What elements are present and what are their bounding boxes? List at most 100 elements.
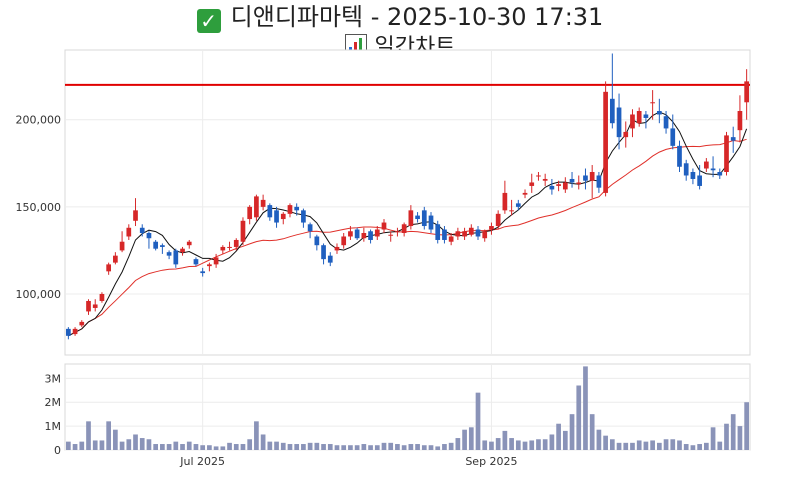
candle-body bbox=[448, 236, 454, 242]
candle bbox=[448, 233, 454, 246]
candle bbox=[690, 168, 696, 185]
candle bbox=[677, 140, 682, 172]
volume-bar bbox=[79, 441, 85, 450]
volume-bar bbox=[643, 441, 649, 450]
candle bbox=[576, 175, 582, 190]
volume-bar bbox=[690, 445, 696, 450]
candle-body bbox=[368, 231, 373, 240]
candle-body bbox=[119, 241, 125, 251]
volume-bar bbox=[301, 444, 306, 450]
candle-body bbox=[549, 185, 555, 190]
volume-bar bbox=[361, 444, 367, 450]
candle bbox=[99, 292, 105, 303]
candle-body bbox=[569, 178, 575, 183]
volume-bar bbox=[697, 444, 702, 450]
candle bbox=[106, 262, 112, 275]
candle-body bbox=[730, 137, 736, 141]
candle-body bbox=[92, 304, 98, 308]
candle bbox=[247, 205, 253, 225]
candle-body bbox=[562, 182, 568, 190]
volume-bar bbox=[744, 402, 749, 450]
candle bbox=[710, 156, 716, 178]
volume-bar bbox=[341, 445, 347, 450]
volume-bar bbox=[536, 439, 541, 450]
volume-bar bbox=[683, 444, 689, 450]
x-tick-label: Sep 2025 bbox=[465, 455, 517, 468]
candle bbox=[321, 243, 326, 265]
candle-body bbox=[697, 175, 702, 186]
candle bbox=[92, 299, 98, 312]
volume-bar bbox=[448, 442, 454, 450]
candle-body bbox=[341, 236, 347, 246]
volume-bar bbox=[113, 429, 118, 450]
candle-body bbox=[415, 215, 420, 220]
candle-body bbox=[193, 259, 199, 265]
candle bbox=[737, 95, 743, 143]
candle-body bbox=[207, 264, 212, 267]
candle bbox=[421, 206, 427, 230]
candle-body bbox=[186, 241, 192, 246]
volume-bar bbox=[348, 445, 353, 450]
volume-bar bbox=[133, 434, 138, 450]
volume-bar bbox=[334, 445, 340, 450]
candle-body bbox=[670, 128, 676, 146]
volume-bar bbox=[280, 442, 286, 450]
candle-body bbox=[374, 229, 380, 237]
volume-bar bbox=[623, 442, 629, 450]
candle bbox=[146, 231, 152, 249]
volume-bar bbox=[475, 392, 481, 450]
volume-bar bbox=[670, 439, 676, 450]
candle bbox=[341, 233, 347, 249]
volume-bar bbox=[186, 441, 192, 450]
candle bbox=[314, 234, 320, 251]
candle-body bbox=[66, 328, 71, 336]
candle bbox=[233, 238, 239, 251]
candle bbox=[522, 189, 528, 199]
candle-body bbox=[690, 172, 696, 179]
candle bbox=[442, 226, 447, 244]
volume-bar bbox=[529, 440, 535, 450]
candle bbox=[415, 212, 420, 223]
candle-body bbox=[616, 107, 622, 138]
volume-bar bbox=[99, 440, 105, 450]
candle-body bbox=[173, 250, 179, 265]
candle-body bbox=[354, 229, 360, 239]
volume-bar bbox=[381, 442, 387, 450]
candle bbox=[381, 219, 387, 233]
candle bbox=[630, 109, 635, 138]
price-tick-label: 150,000 bbox=[16, 201, 62, 214]
candle-body bbox=[482, 231, 488, 239]
candle-body bbox=[556, 184, 561, 186]
ma-long-line bbox=[68, 138, 747, 337]
candle bbox=[683, 159, 689, 181]
volume-bar bbox=[207, 445, 212, 450]
candle-body bbox=[455, 231, 461, 237]
candle-body bbox=[301, 210, 306, 223]
candle-body bbox=[656, 111, 662, 115]
candle-body bbox=[213, 257, 219, 265]
candle-body bbox=[408, 210, 414, 227]
candle-body bbox=[86, 300, 91, 312]
volume-bar bbox=[254, 421, 259, 450]
volume-bar bbox=[515, 440, 521, 450]
candle-body bbox=[113, 255, 118, 263]
candle-body bbox=[267, 205, 273, 218]
candle bbox=[623, 121, 629, 148]
candle bbox=[153, 239, 159, 251]
candle-body bbox=[502, 192, 508, 211]
candle-body bbox=[522, 192, 528, 195]
candle-body bbox=[166, 252, 172, 256]
volume-bar bbox=[462, 429, 467, 450]
candle-body bbox=[663, 116, 669, 129]
volume-bar bbox=[482, 440, 488, 450]
candle bbox=[368, 229, 373, 244]
volume-bar bbox=[562, 430, 568, 450]
candle bbox=[86, 299, 91, 315]
candle-body bbox=[428, 215, 434, 230]
candle bbox=[468, 224, 474, 237]
volume-bar bbox=[119, 441, 125, 450]
volume-bar bbox=[576, 385, 582, 450]
candle-body bbox=[744, 81, 749, 103]
volume-bar bbox=[556, 423, 561, 450]
volume-bar bbox=[583, 366, 588, 450]
